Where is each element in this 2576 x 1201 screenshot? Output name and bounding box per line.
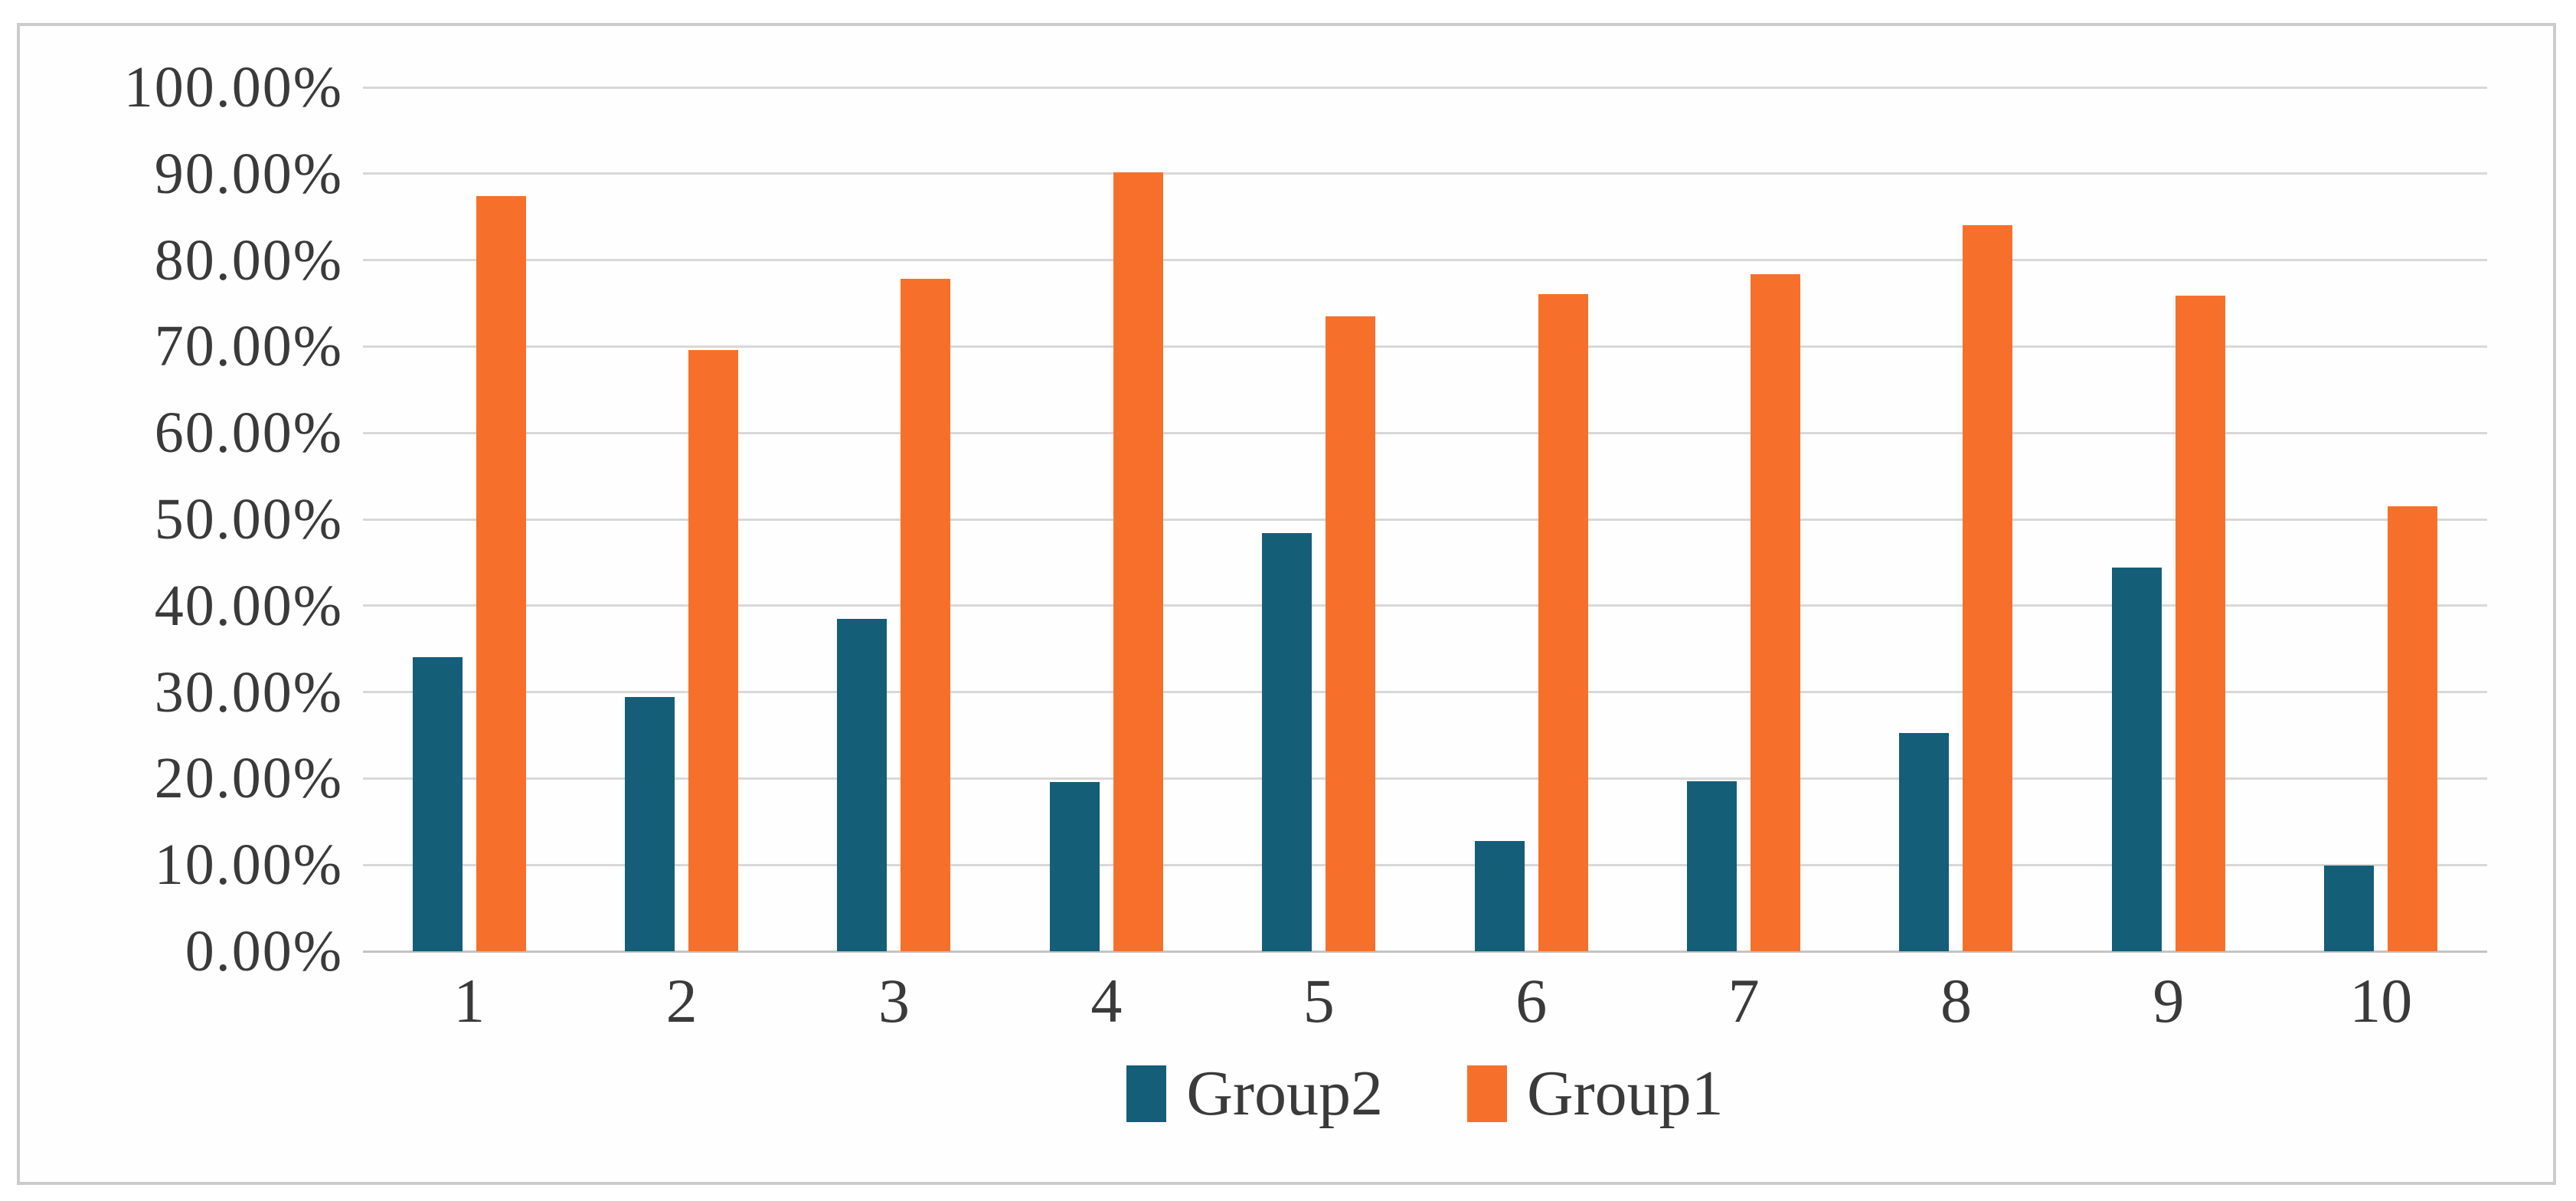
y-tick-label-1000: 10.00% — [154, 833, 343, 898]
category-slot-5 — [1213, 87, 1425, 951]
x-tick-label-10: 10 — [2349, 966, 2413, 1036]
x-tick-label-4: 4 — [1090, 966, 1123, 1036]
bar-group2-cat6 — [1474, 840, 1525, 951]
bar-group2-cat2 — [625, 697, 675, 951]
bar-group1-cat9 — [2175, 295, 2225, 951]
y-axis-labels: 0.00% 10.00% 20.00% 30.00% 40.00% 50.00% 60.00… — [20, 58, 343, 980]
legend-item-group1: Group1 — [1467, 1062, 1724, 1126]
bar-group2-cat5 — [1262, 533, 1313, 951]
x-tick-label-2: 2 — [665, 966, 698, 1036]
gridline-10 — [363, 863, 2487, 866]
gridline-60 — [363, 431, 2487, 434]
y-tick-label-3000: 30.00% — [154, 659, 343, 725]
x-tick-label-1: 1 — [453, 966, 485, 1036]
x-axis-labels: 1 2 3 4 5 6 7 8 9 10 — [363, 970, 2487, 1054]
bar-group1-cat8 — [1963, 225, 2013, 951]
bar-group2-cat8 — [1899, 732, 1950, 951]
legend-item-group2: Group2 — [1126, 1062, 1383, 1126]
bar-group2-cat10 — [2324, 866, 2375, 951]
x-tick-label-3: 3 — [878, 966, 910, 1036]
bar-group1-cat4 — [1113, 172, 1163, 951]
gridline-30 — [363, 691, 2487, 694]
category-slot-10 — [2275, 87, 2487, 951]
x-axis-line — [363, 950, 2487, 953]
x-tick-label-6: 6 — [1515, 966, 1548, 1036]
figure-frame: 0.00% 10.00% 20.00% 30.00% 40.00% 50.00% 60.00… — [17, 23, 2556, 1185]
bar-group1-cat10 — [2388, 506, 2438, 951]
legend-swatch-group1 — [1467, 1065, 1507, 1122]
category-slot-2 — [575, 87, 787, 951]
gridline-100 — [363, 86, 2487, 89]
category-slot-6 — [1425, 87, 1637, 951]
bar-group2-cat1 — [412, 657, 463, 951]
bar-group2-cat3 — [837, 618, 888, 951]
legend-swatch-group2 — [1126, 1065, 1167, 1122]
category-slot-7 — [1637, 87, 1849, 951]
category-slot-9 — [2062, 87, 2274, 951]
y-tick-label-5000: 50.00% — [154, 487, 343, 551]
x-tick-label-9: 9 — [2153, 966, 2185, 1036]
bar-group1-cat7 — [1751, 273, 1801, 951]
y-tick-label-000: 0.00% — [185, 919, 343, 983]
y-tick-label-6000: 60.00% — [154, 401, 343, 466]
gridline-50 — [363, 518, 2487, 521]
category-slot-4 — [1000, 87, 1212, 951]
legend: Group2 Group1 — [363, 1062, 2487, 1126]
category-slot-1 — [363, 87, 575, 951]
bar-group2-cat9 — [2111, 568, 2162, 951]
plot-area — [363, 86, 2487, 953]
gridline-20 — [363, 777, 2487, 780]
category-slot-8 — [1850, 87, 2062, 951]
x-tick-label-8: 8 — [1940, 966, 1972, 1036]
category-slot-3 — [788, 87, 1000, 951]
gridline-90 — [363, 172, 2487, 175]
gridline-70 — [363, 345, 2487, 348]
legend-label-group1: Group1 — [1527, 1058, 1724, 1129]
y-tick-label-2000: 20.00% — [154, 746, 343, 811]
x-tick-label-7: 7 — [1728, 966, 1760, 1036]
y-tick-label-8000: 80.00% — [154, 227, 343, 293]
legend-label-group2: Group2 — [1186, 1058, 1383, 1129]
y-tick-label-4000: 40.00% — [154, 573, 343, 638]
bar-group2-cat4 — [1049, 781, 1100, 951]
bar-group1-cat3 — [901, 279, 951, 951]
gridline-40 — [363, 604, 2487, 607]
bar-group2-cat7 — [1687, 780, 1737, 951]
y-tick-label-10000: 100.00% — [123, 55, 343, 119]
bar-group1-cat6 — [1538, 293, 1588, 951]
bar-group1-cat2 — [688, 349, 739, 951]
gridline-80 — [363, 259, 2487, 262]
x-tick-label-5: 5 — [1303, 966, 1335, 1036]
y-tick-label-7000: 70.00% — [154, 314, 343, 379]
bar-group1-cat1 — [476, 196, 526, 951]
y-tick-label-9000: 90.00% — [154, 141, 343, 206]
bar-group1-cat5 — [1326, 316, 1376, 951]
